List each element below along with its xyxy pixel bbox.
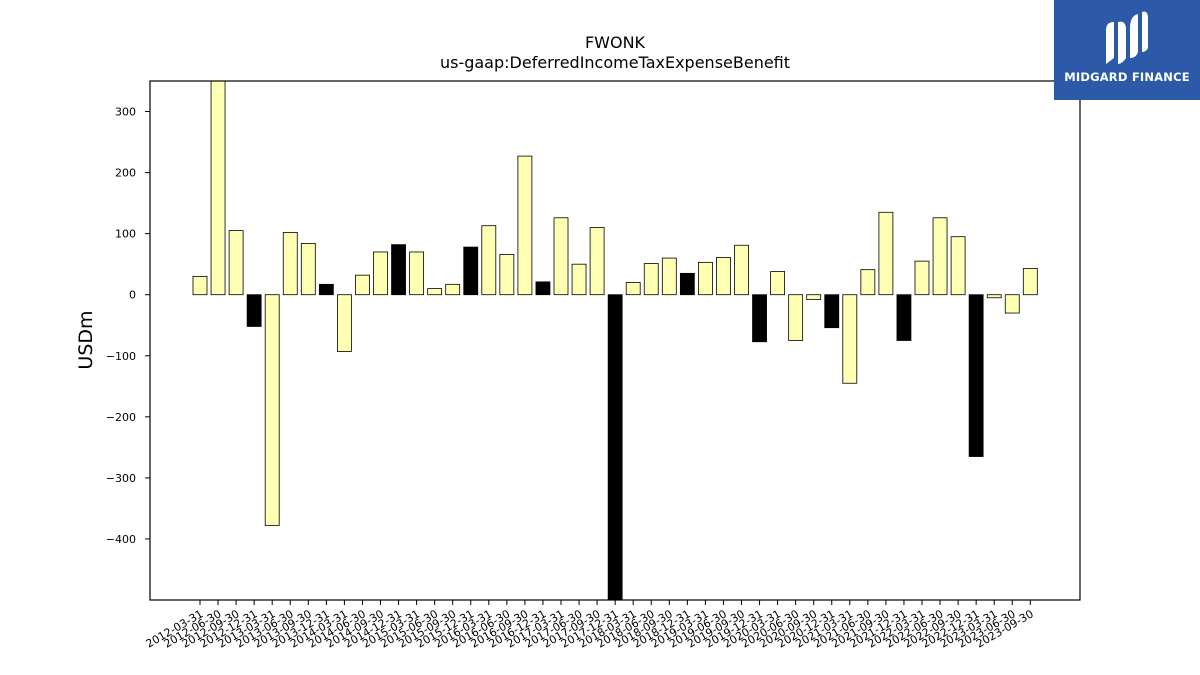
chart-title: FWONK — [585, 33, 646, 52]
bar-2021-12-31 — [896, 294, 912, 341]
bar-2021-09-30 — [878, 211, 894, 296]
bar-2018-12-31 — [679, 272, 695, 296]
bar-2013-06-30 — [282, 232, 298, 296]
bar-2017-03-31 — [553, 217, 569, 296]
bar-2020-12-31 — [824, 294, 840, 329]
bar-2018-06-30 — [643, 263, 659, 296]
bar-2023-06-30 — [1004, 294, 1020, 314]
bar-2022-03-31 — [914, 260, 930, 296]
bar-2012-09-30 — [228, 230, 244, 296]
bar-2016-06-30 — [499, 254, 515, 296]
y-axis: 300 200 100 0 −100 −200 −300 −400 — [106, 106, 150, 546]
bar-2020-09-30 — [806, 294, 822, 300]
bar-2017-09-30 — [589, 227, 605, 296]
bar-2018-09-30 — [661, 257, 677, 296]
bar-2013-03-31 — [264, 294, 280, 526]
bar-2016-12-31 — [535, 281, 551, 296]
bar-2020-06-30 — [788, 294, 804, 341]
bar-2019-03-31 — [698, 261, 713, 296]
bar-2015-12-31 — [463, 246, 479, 296]
bar-2014-12-31 — [391, 244, 406, 296]
y-tick-label: 200 — [115, 167, 136, 180]
bar-2014-03-31 — [336, 294, 352, 352]
y-tick-label: −300 — [106, 472, 136, 485]
plot-frame — [149, 80, 1081, 601]
logo-text: MIDGARD FINANCE — [1064, 70, 1190, 84]
bar-2018-03-31 — [625, 282, 641, 296]
midgard-logo-icon — [1106, 11, 1148, 64]
bar-2022-09-30 — [950, 236, 966, 296]
bar-2014-09-30 — [373, 251, 388, 296]
bar-2017-12-31 — [607, 294, 623, 601]
y-tick-label: 100 — [115, 228, 136, 241]
bar-2015-03-31 — [409, 251, 425, 296]
bar-2019-06-30 — [716, 257, 731, 296]
bar-2022-12-31 — [968, 294, 984, 457]
y-tick-label: −100 — [106, 350, 136, 363]
y-tick-label: −400 — [106, 533, 136, 546]
y-tick-label: −200 — [106, 411, 136, 424]
bar-2021-03-31 — [842, 294, 858, 384]
bar-2015-09-30 — [445, 283, 461, 296]
bar-2015-06-30 — [427, 288, 443, 296]
bar-2020-03-31 — [770, 271, 785, 296]
bars-group — [192, 80, 1038, 601]
bar-2013-12-31 — [318, 283, 334, 296]
bar-2023-03-31 — [986, 294, 1002, 299]
bar-2013-09-30 — [300, 243, 316, 296]
bar-2022-06-30 — [932, 217, 948, 296]
bar-2016-03-31 — [481, 225, 497, 296]
bar-2017-06-30 — [571, 263, 587, 296]
bar-2021-06-30 — [860, 269, 876, 296]
y-tick-label: 300 — [115, 106, 136, 119]
bar-2019-09-30 — [734, 244, 749, 296]
bar-2012-06-30 — [210, 80, 226, 296]
bar-2023-09-30 — [1022, 268, 1038, 296]
bar-2012-03-31 — [192, 275, 208, 296]
y-axis-label: USDm — [75, 310, 97, 369]
bar-2012-12-31 — [246, 294, 262, 327]
x-axis: 2012-03-312012-06-302012-09-302012-12-31… — [144, 600, 1036, 651]
chart-subtitle: us-gaap:DeferredIncomeTaxExpenseBenefit — [440, 53, 790, 72]
bar-2019-12-31 — [752, 294, 767, 343]
y-tick-label: 0 — [129, 289, 136, 302]
bar-2014-06-30 — [355, 274, 370, 296]
bar-2016-09-30 — [517, 155, 533, 296]
midgard-finance-logo: MIDGARD FINANCE — [1054, 0, 1200, 100]
